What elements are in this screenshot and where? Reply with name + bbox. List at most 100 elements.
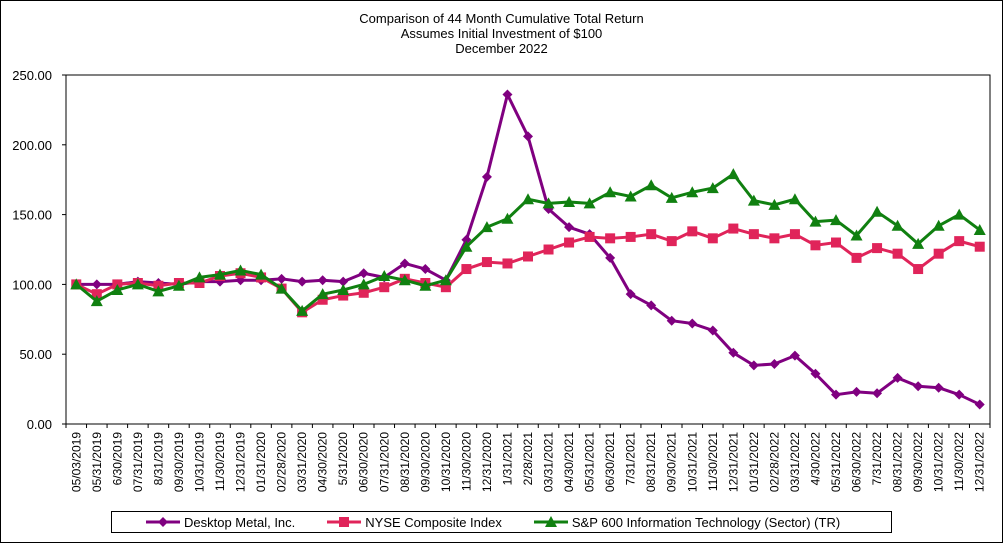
x-tick-label: 06/30/2021 xyxy=(603,432,617,492)
data-point-diamond xyxy=(666,315,677,326)
data-point-triangle xyxy=(542,197,555,209)
x-tick-label: 01/31/2022 xyxy=(747,432,761,492)
x-tick-label: 06/30/2020 xyxy=(357,432,371,492)
chart-legend: Desktop Metal, Inc. NYSE Composite Index… xyxy=(111,511,892,533)
data-point-diamond xyxy=(564,222,575,233)
data-point-triangle xyxy=(624,190,637,202)
data-point-diamond xyxy=(913,381,924,392)
data-point-diamond xyxy=(954,389,965,400)
x-tick-label: 08/31/2021 xyxy=(644,432,658,492)
data-point-diamond xyxy=(297,276,308,287)
data-point-diamond xyxy=(523,131,533,142)
data-point-square xyxy=(91,289,102,300)
data-point-square xyxy=(831,237,841,248)
data-point-triangle xyxy=(378,270,391,282)
data-point-square xyxy=(707,233,718,244)
x-tick-label: 08/31/2022 xyxy=(891,432,905,492)
data-point-diamond xyxy=(810,368,821,379)
data-point-square xyxy=(543,244,554,255)
x-tick-label: 7/31/2021 xyxy=(624,432,638,486)
data-point-diamond xyxy=(358,268,369,279)
chart-title-line-2: Assumes Initial Investment of $100 xyxy=(400,26,603,41)
y-tick-label: 250.00 xyxy=(12,68,52,83)
data-point-diamond xyxy=(481,171,492,182)
x-tick-label: 10/31/2022 xyxy=(932,432,946,492)
data-point-square xyxy=(440,282,451,293)
legend-label-desktop-metal: Desktop Metal, Inc. xyxy=(184,514,296,530)
data-point-square xyxy=(379,282,390,293)
y-tick-label: 0.00 xyxy=(27,417,52,432)
data-point-diamond xyxy=(625,289,636,300)
data-point-square xyxy=(748,229,759,240)
x-tick-label: 01/31/2020 xyxy=(254,432,268,492)
data-point-square xyxy=(687,226,698,237)
legend-item-desktop-metal: Desktop Metal, Inc. xyxy=(146,515,295,530)
data-point-diamond xyxy=(646,300,657,311)
x-tick-label: 05/31/2021 xyxy=(583,432,597,492)
x-tick-label: 11/30/2019 xyxy=(213,432,227,491)
data-point-square xyxy=(974,241,985,252)
data-point-triangle xyxy=(788,193,801,205)
data-point-diamond xyxy=(892,372,903,383)
data-point-triangle xyxy=(357,278,370,290)
legend-swatch-triangle xyxy=(533,516,568,527)
data-point-diamond xyxy=(769,358,780,369)
data-point-diamond xyxy=(461,234,472,245)
data-point-square xyxy=(502,258,513,269)
data-point-square xyxy=(358,287,369,298)
data-point-triangle xyxy=(296,304,309,316)
data-point-triangle xyxy=(891,219,904,231)
data-point-square xyxy=(646,229,657,240)
data-point-square xyxy=(523,251,533,262)
data-point-triangle xyxy=(214,268,226,280)
data-point-diamond xyxy=(91,279,102,290)
plot-area xyxy=(65,74,991,425)
legend-swatch-diamond xyxy=(146,517,180,527)
x-tick-label: 02/28/2020 xyxy=(275,432,289,492)
data-point-triangle xyxy=(131,278,144,290)
data-point-square xyxy=(954,236,965,247)
series-line-1 xyxy=(75,227,981,314)
data-point-triangle xyxy=(563,196,576,208)
data-point-square xyxy=(481,257,492,268)
data-point-diamond xyxy=(502,89,513,100)
x-tick-label: 1/31/2021 xyxy=(500,432,514,486)
data-point-triangle xyxy=(337,283,350,295)
y-tick-label: 200.00 xyxy=(12,138,52,153)
data-point-triangle xyxy=(480,221,493,233)
data-point-triangle xyxy=(583,197,596,209)
data-point-square xyxy=(338,290,349,301)
x-tick-label: 03/31/2020 xyxy=(295,432,309,492)
data-point-diamond xyxy=(748,360,759,371)
data-point-square xyxy=(933,248,944,259)
data-point-triangle xyxy=(398,274,411,286)
x-tick-label: 2/28/2021 xyxy=(521,432,535,486)
data-point-triangle xyxy=(706,182,719,194)
data-point-square xyxy=(872,243,883,254)
data-point-triangle xyxy=(275,282,288,294)
x-tick-label: 05/31/2019 xyxy=(90,432,104,492)
x-tick-label: 04/30/2020 xyxy=(316,432,330,492)
data-point-square xyxy=(810,240,821,251)
line-chart: 0.00 50.00 100.00 150.00 200.00 250.00 05/03/2… xyxy=(12,68,991,492)
data-point-square xyxy=(769,233,780,244)
data-point-diamond xyxy=(831,389,841,400)
data-point-triangle xyxy=(460,240,473,252)
x-tick-label: 08/31/2020 xyxy=(398,432,412,492)
x-tick-label: 11/30/2020 xyxy=(459,432,473,491)
data-point-square xyxy=(584,231,595,242)
legend-item-sp600-it: S&P 600 Information Technology (Sector) … xyxy=(533,515,840,530)
data-point-triangle xyxy=(932,219,945,231)
data-point-square xyxy=(666,236,677,247)
x-tick-label: 09/30/2021 xyxy=(665,432,679,492)
data-point-square xyxy=(728,223,739,234)
data-point-diamond xyxy=(974,399,985,410)
data-point-triangle xyxy=(953,208,966,220)
x-tick-label: 12/31/2022 xyxy=(973,432,987,492)
data-point-square xyxy=(851,252,862,263)
data-point-square xyxy=(564,237,575,248)
data-point-diamond xyxy=(420,264,431,275)
x-tick-label: 12/31/2020 xyxy=(480,432,494,492)
x-tick-label: 04/30/2021 xyxy=(562,432,576,492)
data-point-square xyxy=(461,264,472,275)
